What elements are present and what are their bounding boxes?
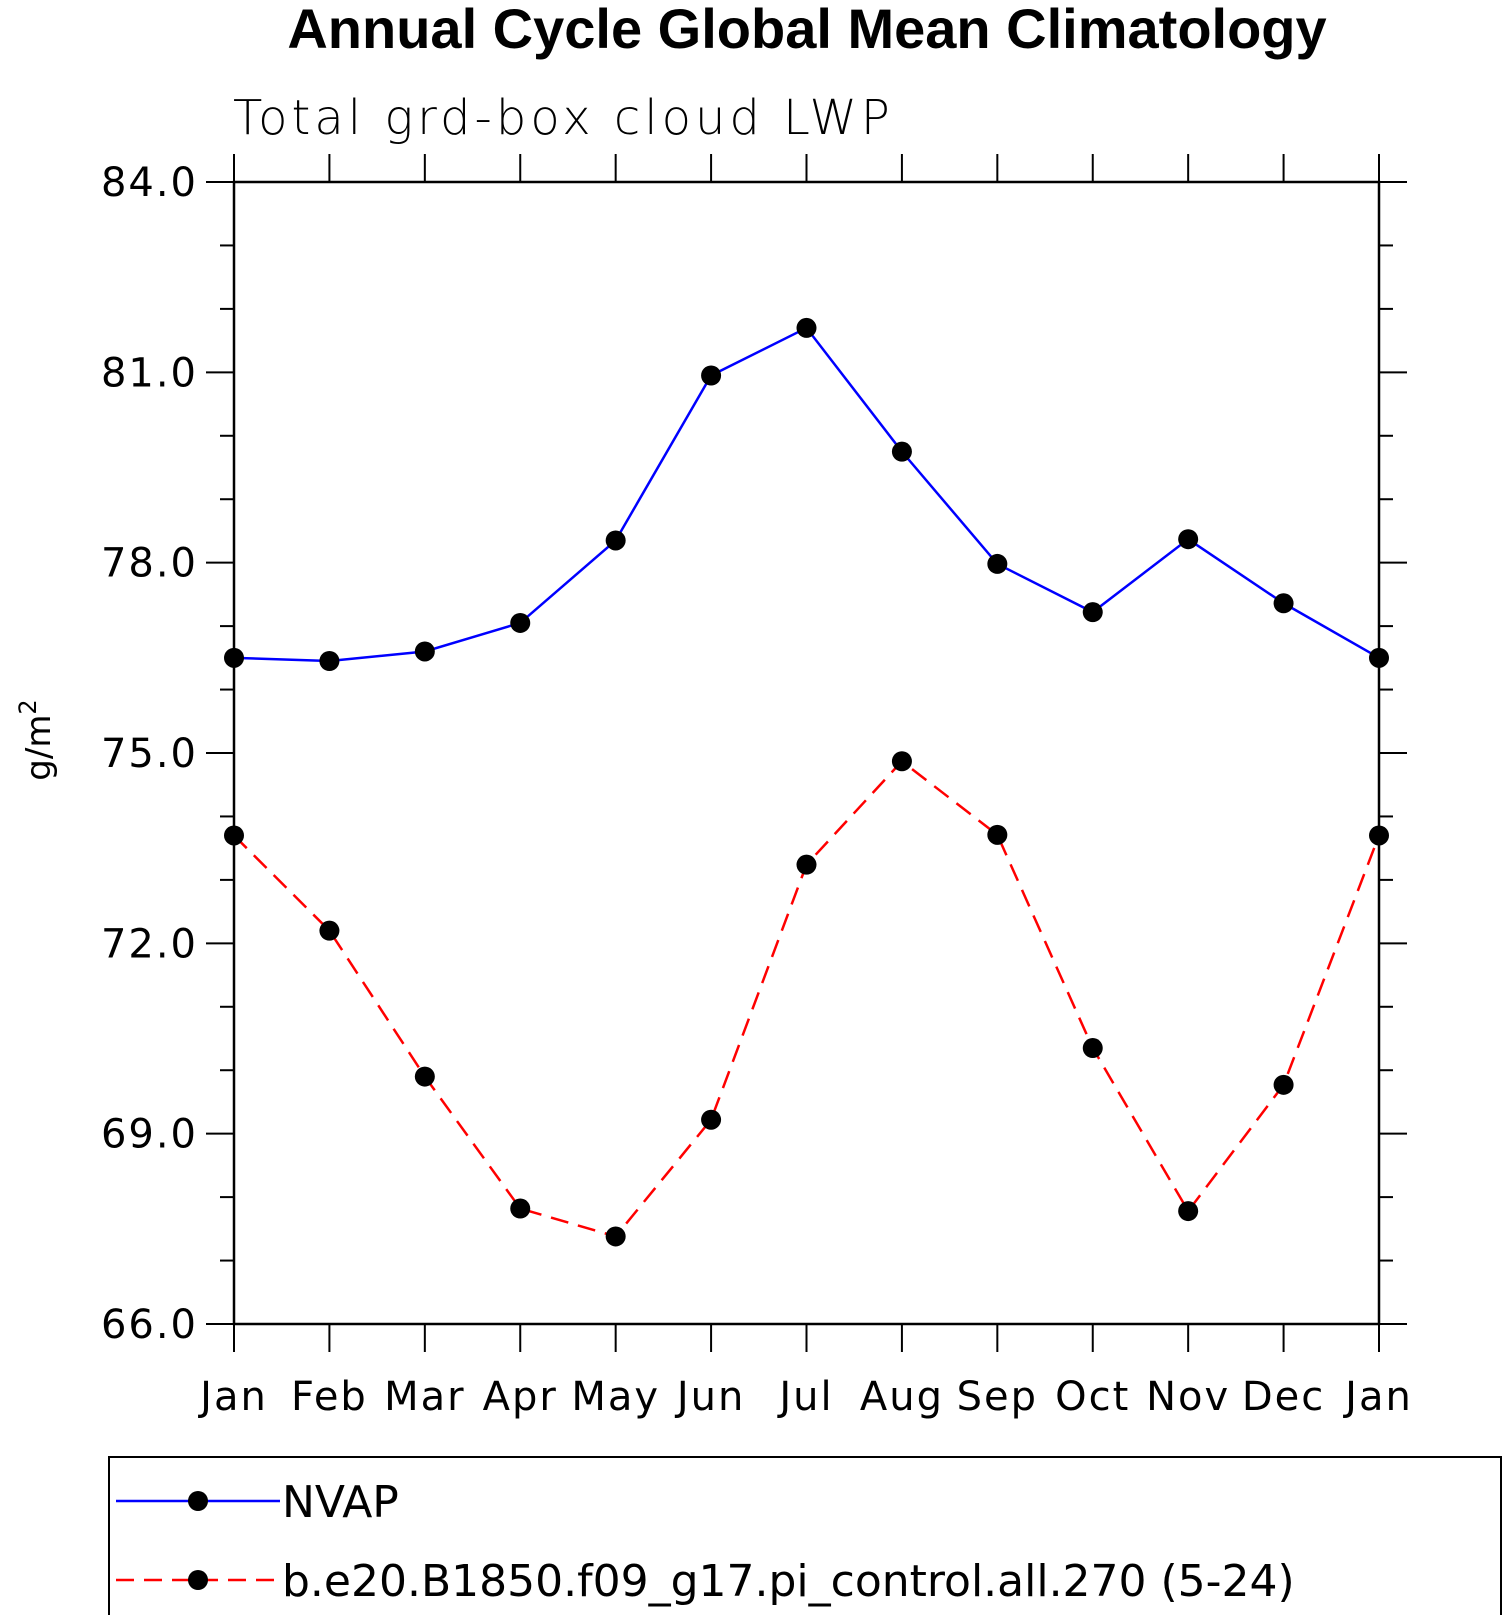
data-point bbox=[224, 825, 244, 846]
legend-label-model: b.e20.B1850.f09_g17.pi_control.all.270 (… bbox=[282, 1556, 1295, 1607]
data-point bbox=[1369, 647, 1389, 668]
data-point bbox=[987, 553, 1008, 574]
data-point bbox=[605, 530, 626, 551]
data-point bbox=[1273, 593, 1294, 614]
legend: NVAP b.e20.B1850.f09_g17.pi_control.all.… bbox=[108, 1456, 1502, 1615]
data-point bbox=[891, 751, 912, 772]
y-tick-label: 78.0 bbox=[101, 541, 198, 587]
legend-marker-nvap bbox=[188, 1491, 208, 1511]
chart-title: Annual Cycle Global Mean Climatology bbox=[287, 0, 1326, 60]
x-tick-label: Feb bbox=[291, 1374, 368, 1420]
y-tick-label: 72.0 bbox=[101, 921, 198, 967]
data-point bbox=[796, 317, 817, 338]
x-tick-label: Jan bbox=[1342, 1374, 1413, 1420]
y-tick-label: 81.0 bbox=[101, 350, 198, 396]
legend-box bbox=[108, 1456, 1502, 1615]
data-point bbox=[510, 612, 531, 633]
x-tick-label: May bbox=[571, 1374, 660, 1420]
data-point bbox=[1082, 1038, 1103, 1059]
series-0 bbox=[224, 317, 1389, 672]
x-tick-label: Oct bbox=[1055, 1374, 1130, 1420]
data-point bbox=[319, 920, 340, 941]
series-layer bbox=[224, 317, 1389, 1247]
data-point bbox=[414, 1066, 435, 1087]
data-point bbox=[701, 1109, 722, 1130]
plot-frame bbox=[232, 180, 1381, 1326]
x-tick-label: Jul bbox=[776, 1374, 833, 1420]
data-point bbox=[1369, 825, 1389, 846]
x-tick-label: Dec bbox=[1242, 1374, 1325, 1420]
y-tick-label: 66.0 bbox=[101, 1302, 198, 1348]
data-point bbox=[1273, 1074, 1294, 1095]
y-axis-label-unit: g/m bbox=[19, 715, 59, 781]
chart-subtitle: Total grd-box cloud LWP bbox=[233, 90, 894, 146]
x-tick-label: Nov bbox=[1146, 1374, 1230, 1420]
series-line bbox=[233, 326, 1380, 663]
legend-marker-model bbox=[188, 1570, 208, 1590]
data-point bbox=[1082, 602, 1103, 623]
y-axis-label: g/m2 bbox=[14, 699, 59, 780]
y-tick-label: 84.0 bbox=[101, 160, 198, 206]
data-point bbox=[414, 641, 435, 662]
data-point bbox=[510, 1198, 531, 1219]
x-tick-label: Aug bbox=[860, 1374, 944, 1420]
legend-label-nvap: NVAP bbox=[282, 1477, 399, 1528]
series-line bbox=[233, 759, 1381, 1238]
y-axis-ticks: 66.0 69.0 72.0 75.0 78.0 81.0 84.0 bbox=[101, 160, 1407, 1348]
data-point bbox=[1178, 1201, 1199, 1222]
y-axis-label-superscript: 2 bbox=[14, 699, 42, 714]
y-tick-label: 75.0 bbox=[101, 731, 198, 777]
x-tick-label: Sep bbox=[957, 1374, 1038, 1420]
x-tick-label: Jun bbox=[674, 1374, 746, 1420]
x-tick-label: Mar bbox=[384, 1374, 465, 1420]
x-tick-label: Apr bbox=[483, 1374, 558, 1420]
data-point bbox=[319, 651, 340, 672]
series-1 bbox=[224, 751, 1389, 1247]
data-point bbox=[224, 647, 244, 668]
data-point bbox=[891, 441, 912, 462]
data-point bbox=[796, 854, 817, 875]
plot-axes bbox=[232, 180, 1381, 1326]
x-axis-ticks: Jan Feb Mar Apr May Jun Jul Aug Sep Oct Nov Dec Jan bbox=[197, 154, 1413, 1420]
data-point bbox=[605, 1226, 626, 1247]
data-point bbox=[701, 365, 722, 386]
y-tick-label: 69.0 bbox=[101, 1112, 198, 1158]
x-tick-label: Jan bbox=[197, 1374, 268, 1420]
data-point bbox=[987, 824, 1008, 845]
data-point bbox=[1178, 529, 1199, 550]
